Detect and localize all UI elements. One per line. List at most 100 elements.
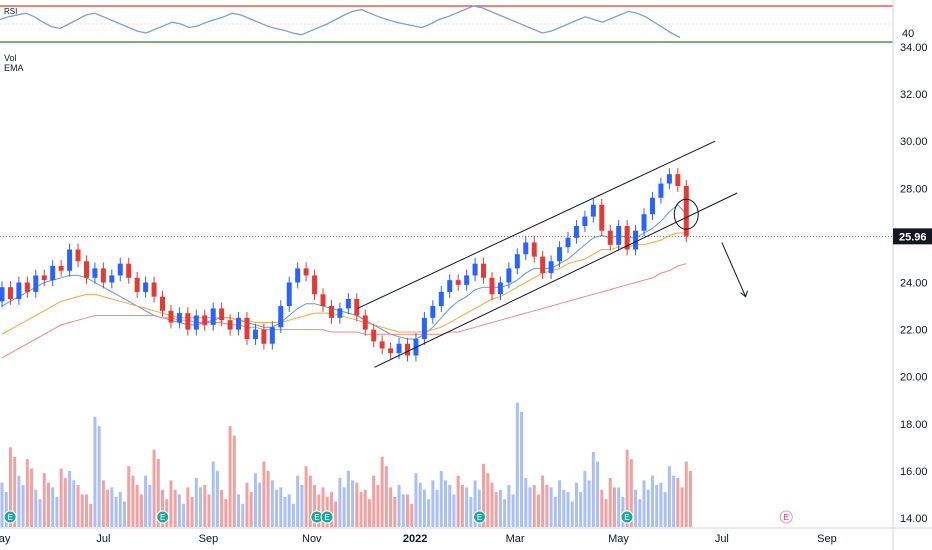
earnings-marker[interactable]: E [620, 510, 634, 524]
volume-bar [469, 496, 473, 527]
candle-body [134, 277, 140, 292]
candle-body [176, 313, 182, 323]
volume-bar [503, 499, 507, 527]
candle-body [447, 280, 453, 292]
price-tick-label: 34.00 [900, 42, 928, 54]
candle-body [100, 268, 106, 283]
time-tick-label: 2022 [403, 533, 427, 545]
candle-body [143, 282, 149, 292]
candle-body [58, 266, 64, 271]
earnings-marker[interactable]: E [156, 510, 170, 524]
volume-bar [389, 487, 393, 527]
candle-body [269, 327, 275, 344]
candle-body [548, 261, 554, 274]
earnings-badge [320, 510, 334, 524]
price-tick-label: 22.00 [900, 325, 928, 337]
volume-bar [351, 480, 355, 527]
volume-bar [34, 489, 38, 527]
candle-body [421, 317, 427, 340]
price-tick-label: 32.00 [900, 89, 928, 101]
price-axis[interactable]: 34.0032.0030.0028.0026.0024.0022.0020.00… [892, 0, 932, 550]
earnings-marker[interactable]: E [3, 510, 17, 524]
candle-body [641, 214, 647, 231]
candle-body [666, 174, 672, 184]
volume-bar [477, 489, 481, 527]
candle-body [236, 317, 242, 330]
candle-body [557, 247, 563, 262]
earnings-badge [473, 510, 487, 524]
volume-bar [482, 463, 486, 527]
candle-body [345, 298, 351, 309]
candle-body [379, 341, 385, 349]
volume-bar [642, 480, 646, 527]
volume-bar [367, 499, 371, 527]
candle-body [590, 204, 596, 217]
volume-bar [241, 503, 245, 527]
candle-body [362, 315, 368, 330]
candle-body [83, 261, 89, 278]
volume-bar [655, 485, 659, 527]
ema-label: EMA [4, 63, 24, 73]
earnings-marker[interactable]: E [473, 510, 487, 524]
volume-bar [401, 494, 405, 527]
volume-bar [270, 480, 274, 527]
candle-body [328, 306, 334, 318]
earnings-badge [156, 510, 170, 524]
candle-body [371, 329, 377, 342]
earnings-letter: E [7, 513, 12, 522]
volume-bar [118, 492, 122, 527]
candle-body [438, 291, 444, 307]
price-tick-label: 14.00 [900, 513, 928, 525]
volume-bar [321, 487, 325, 527]
candle-body [24, 282, 30, 292]
volume-bar [473, 480, 477, 527]
candle-body [67, 249, 73, 271]
candle-body [649, 197, 655, 215]
volume-bar [524, 477, 528, 527]
volume-bar [266, 470, 270, 527]
candle-body [16, 282, 22, 299]
candle-body [244, 317, 250, 340]
time-axis[interactable]: May Jul Sep Nov 2022 Mar May Jul Sep [0, 527, 932, 545]
volume-bar [245, 482, 249, 527]
earnings-marker[interactable]: E [320, 510, 334, 524]
price-tick-label: 30.00 [900, 136, 928, 148]
volume-bar [338, 477, 342, 527]
earnings-marker[interactable]: E [779, 510, 793, 524]
candle-body [320, 294, 326, 307]
volume-bar [106, 489, 110, 527]
volume-bar [291, 503, 295, 527]
candle-body [75, 249, 81, 262]
price-tick-label: 28.00 [900, 183, 928, 195]
volume-bar [38, 499, 42, 527]
volume-bar [380, 456, 384, 527]
volume-bar [80, 494, 84, 527]
highlight-circle [673, 198, 699, 230]
volume-bar [114, 496, 118, 527]
candle-body [675, 174, 681, 186]
candle-body [607, 230, 613, 245]
volume-bar [507, 485, 511, 527]
candle-body [565, 237, 571, 248]
volume-bar [258, 482, 262, 527]
earnings-letter: E [160, 513, 165, 522]
volume-bar [511, 494, 515, 527]
volume-bar [405, 494, 409, 527]
earnings-letter: E [324, 513, 329, 522]
volume-bar [249, 492, 253, 527]
candle-body [50, 266, 56, 281]
volume-bar [177, 494, 181, 527]
volume-bar [59, 468, 63, 527]
volume-bar [4, 492, 8, 527]
ema-line [1, 232, 687, 335]
candle-body [624, 225, 630, 250]
trend-drawings[interactable] [357, 140, 749, 368]
candle-body [219, 308, 225, 321]
volume-bar [498, 489, 502, 527]
volume-bar [127, 466, 131, 527]
volume-bar [520, 412, 524, 527]
candle-body [151, 282, 157, 297]
candle-body [582, 216, 588, 226]
